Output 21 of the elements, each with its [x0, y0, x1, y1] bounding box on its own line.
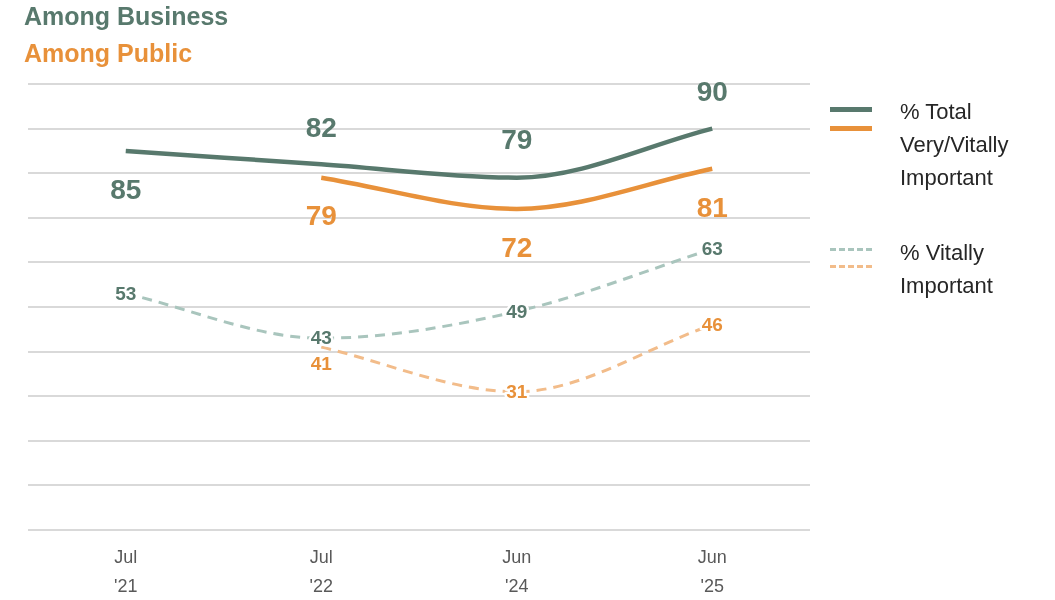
data-label: 46 — [701, 314, 723, 336]
x-tick-label: Jul '22 — [309, 547, 333, 597]
chart-title: Among Business — [24, 1, 229, 32]
data-label: 72 — [501, 231, 533, 263]
x-tick-label: Jun '24 — [502, 547, 532, 597]
legend-label: % Vitally Important — [900, 239, 994, 300]
legend-label: % Total Very/Vitally Important — [900, 98, 1010, 192]
data-label: 49 — [506, 300, 528, 322]
data-label: 82 — [305, 112, 337, 143]
data-label: 81 — [696, 192, 728, 224]
chart-subtitle: Among Public — [24, 38, 194, 69]
x-tick-label: Jul '21 — [114, 547, 138, 597]
data-label: 43 — [310, 327, 332, 349]
data-label: 79 — [305, 200, 337, 232]
data-label: 90 — [696, 76, 728, 108]
data-label: 63 — [701, 238, 723, 260]
data-label: 53 — [115, 282, 137, 304]
data-label: 41 — [310, 353, 333, 375]
x-tick-label: Jun '25 — [697, 547, 727, 597]
data-label: 79 — [501, 124, 533, 156]
data-label: 85 — [110, 173, 142, 205]
